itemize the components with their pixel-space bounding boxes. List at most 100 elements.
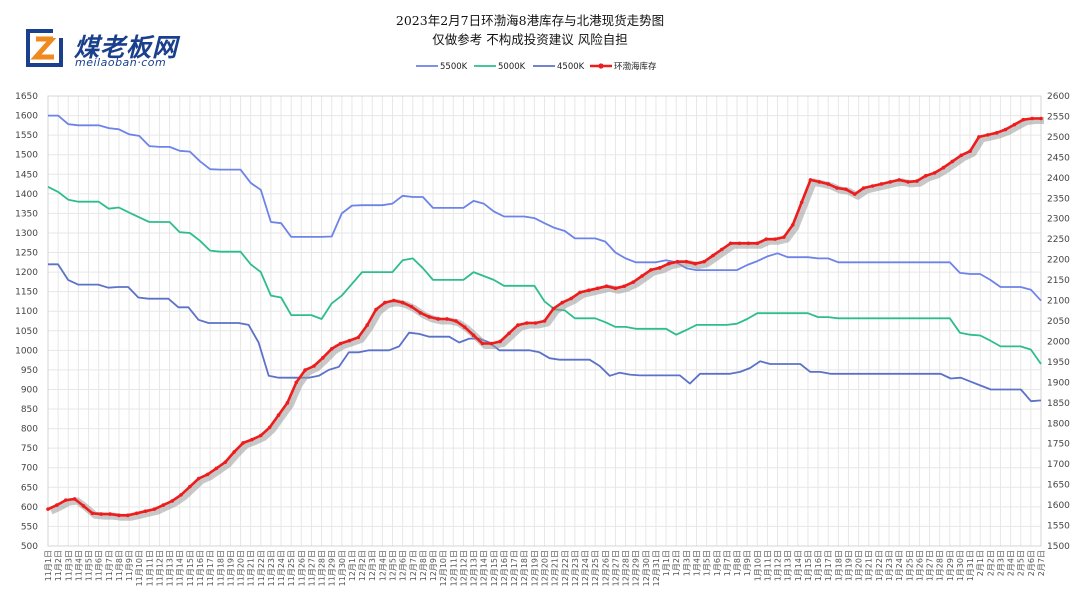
series-line-5000k — [47, 185, 1042, 365]
data-point — [436, 317, 440, 321]
data-point — [844, 187, 848, 192]
x-tick-label: 11月29日 — [328, 550, 337, 586]
data-point — [427, 315, 432, 319]
y-left-tick-label: 650 — [21, 483, 38, 493]
x-tick-label: 12月8日 — [419, 550, 428, 581]
data-point — [125, 513, 130, 518]
data-point — [870, 184, 875, 188]
x-tick-label: 11月10日 — [135, 550, 144, 586]
y-left-tick-label: 700 — [21, 464, 38, 474]
x-tick-label: 12月1日 — [348, 550, 357, 581]
x-tick-label: 11月24日 — [277, 550, 286, 586]
x-tick-label: 11月18日 — [216, 550, 225, 586]
x-tick-label: 1月10日 — [753, 550, 762, 581]
chart-subtitle: 仅做参考 不构成投资建议 风险自担 — [432, 32, 627, 47]
x-tick-label: 12月18日 — [520, 550, 529, 586]
x-tick-label: 12月17日 — [510, 550, 519, 586]
y-right-tick-label: 2550 — [1047, 112, 1070, 122]
data-point — [63, 498, 68, 502]
y-right-tick-label: 2300 — [1047, 215, 1070, 225]
x-tick-label: 12月22日 — [561, 550, 570, 586]
x-tick-label: 1月18日 — [834, 550, 843, 581]
data-point — [391, 298, 396, 303]
data-point — [835, 186, 839, 190]
x-tick-label: 1月25日 — [905, 550, 914, 581]
data-point — [817, 180, 822, 184]
x-tick-label: 11月13日 — [166, 550, 175, 586]
y-left-tick-label: 550 — [21, 522, 38, 532]
x-tick-label: 1月4日 — [692, 550, 701, 576]
x-tick-label: 1月15日 — [804, 550, 813, 581]
data-point — [250, 437, 254, 442]
y-left-tick-label: 800 — [21, 425, 38, 435]
x-tick-label: 1月16日 — [814, 550, 823, 581]
y-left-tick-label: 1400 — [15, 190, 38, 200]
data-point — [959, 153, 964, 158]
x-tick-label: 1月1日 — [662, 550, 671, 576]
data-point — [1021, 117, 1026, 122]
x-tick-label: 12月14日 — [480, 550, 489, 586]
y-left-tick-label: 1000 — [15, 346, 38, 356]
y-left-tick-label: 750 — [21, 444, 38, 454]
y-right-tick-label: 2050 — [1047, 317, 1070, 327]
y-left-tick-label: 1650 — [15, 92, 38, 102]
x-tick-label: 1月26日 — [915, 550, 924, 581]
x-tick-label: 2月2日 — [986, 550, 995, 576]
data-point — [489, 341, 494, 346]
plot-frame — [47, 95, 1042, 547]
logo-domain: meilaoban·com — [75, 56, 167, 69]
data-point — [214, 466, 219, 471]
y-left-tick-label: 1150 — [15, 288, 38, 298]
data-point — [108, 512, 112, 516]
x-tick-label: 12月6日 — [399, 550, 408, 581]
x-tick-label: 1月8日 — [733, 550, 742, 576]
x-tick-label: 11月12日 — [155, 550, 164, 586]
y-left-tick-label: 1300 — [15, 229, 38, 239]
chart-axes: 11月1日 11月2日 11月3日 11月4日 11月5日 11月6日 11月7日 11月8日… — [15, 92, 1070, 586]
data-point — [188, 484, 192, 489]
data-point — [285, 401, 290, 405]
x-tick-label: 2月7日 — [1037, 550, 1046, 576]
x-tick-label: 11月30日 — [338, 550, 347, 586]
x-tick-label: 11月26日 — [297, 550, 306, 586]
data-point — [454, 319, 458, 323]
x-tick-label: 12月5日 — [389, 550, 398, 581]
x-tick-label: 12月15日 — [490, 550, 499, 586]
legend-label: 4500K — [557, 62, 585, 72]
data-point — [1039, 116, 1043, 121]
x-tick-label: 11月25日 — [287, 550, 296, 586]
y-left-tick-label: 1250 — [15, 249, 38, 259]
data-point — [471, 333, 476, 338]
data-point — [81, 504, 86, 508]
x-tick-label: 12月10日 — [439, 550, 448, 586]
data-point — [702, 259, 706, 264]
x-tick-label: 1月11日 — [763, 550, 772, 581]
x-tick-label: 12月12日 — [459, 550, 468, 586]
x-tick-label: 11月14日 — [176, 550, 185, 586]
x-tick-label: 11月8日 — [115, 550, 124, 581]
data-point — [640, 274, 644, 278]
data-point — [666, 261, 671, 266]
y-right-tick-label: 1650 — [1047, 481, 1070, 491]
data-point — [888, 180, 893, 184]
y-right-tick-label: 2450 — [1047, 153, 1070, 163]
data-point — [569, 296, 573, 301]
x-tick-label: 12月25日 — [591, 550, 600, 586]
x-tick-label: 1月13日 — [784, 550, 793, 581]
y-right-tick-label: 2000 — [1047, 337, 1070, 347]
x-tick-label: 1月17日 — [824, 550, 833, 581]
data-point — [117, 513, 121, 518]
data-point — [720, 247, 724, 252]
logo-name: 煤老板网 — [74, 33, 179, 62]
x-tick-label: 11月1日 — [44, 550, 53, 581]
x-tick-label: 2月4日 — [1007, 550, 1016, 576]
chart-legend: 5500K 5000K 4500K 环渤海库存 — [416, 61, 657, 72]
data-point — [196, 476, 201, 481]
x-tick-label: 1月27日 — [926, 550, 935, 581]
y-left-tick-label: 1500 — [15, 151, 38, 161]
data-point — [46, 507, 50, 511]
x-tick-label: 12月20日 — [541, 550, 550, 586]
legend-label: 环渤海库存 — [614, 61, 657, 72]
data-point — [400, 300, 405, 305]
